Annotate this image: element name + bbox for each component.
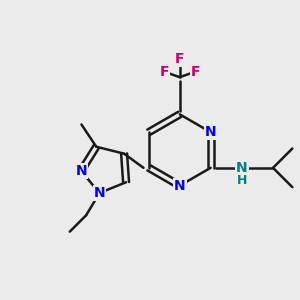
Text: F: F — [190, 65, 200, 79]
Text: H: H — [237, 174, 247, 187]
Text: F: F — [175, 52, 184, 66]
Text: N: N — [94, 186, 105, 200]
Text: N: N — [174, 179, 185, 193]
Text: N: N — [75, 164, 87, 178]
Text: F: F — [159, 65, 169, 79]
Text: N: N — [236, 161, 248, 175]
Text: N: N — [205, 125, 216, 139]
